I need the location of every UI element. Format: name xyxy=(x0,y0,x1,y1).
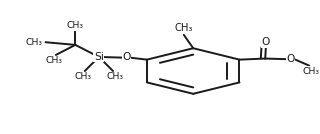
Text: CH₃: CH₃ xyxy=(75,72,92,81)
Text: CH₃: CH₃ xyxy=(175,23,193,33)
Text: CH₃: CH₃ xyxy=(26,38,43,47)
Text: Si: Si xyxy=(94,52,104,62)
Text: CH₃: CH₃ xyxy=(106,72,123,81)
Text: CH₃: CH₃ xyxy=(46,56,63,65)
Text: O: O xyxy=(122,52,131,62)
Text: CH₃: CH₃ xyxy=(67,21,84,30)
Text: CH₃: CH₃ xyxy=(302,67,319,76)
Text: O: O xyxy=(262,37,270,47)
Text: O: O xyxy=(286,54,294,64)
